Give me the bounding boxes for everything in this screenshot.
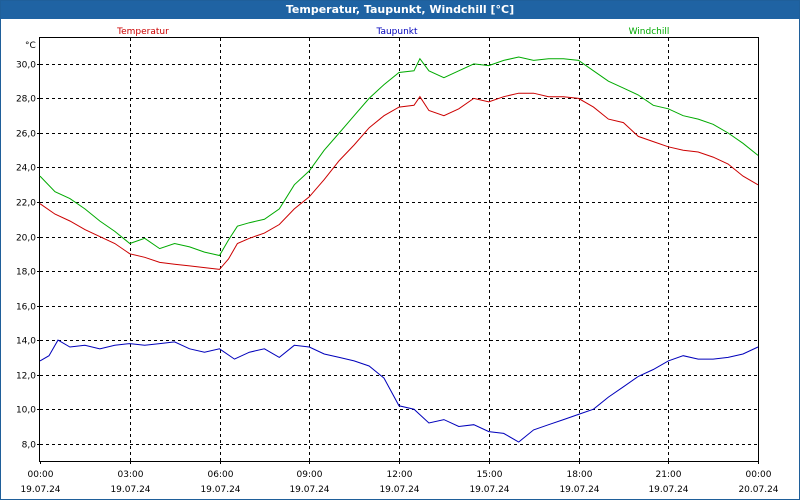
x-tick-date: 19.07.24 [379,485,419,495]
x-tick-date: 19.07.24 [20,485,60,495]
series-line-windchill [39,56,759,257]
x-tick-date: 19.07.24 [559,485,599,495]
y-tick-label: 20,0 [16,234,36,244]
legend-entry-windchill: Windchill [629,27,670,37]
x-tick-date: 19.07.24 [110,485,150,495]
y-tick-label: 16,0 [16,303,36,313]
x-tick-time: 21:00 [656,470,682,480]
y-tick-label: 12,0 [16,372,36,382]
y-tick-label: 18,0 [16,268,36,278]
x-tick-time: 12:00 [387,470,413,480]
legend-entry-taupunkt: Taupunkt [375,27,418,37]
y-tick-label: 30,0 [16,61,36,71]
x-tick-time: 15:00 [477,470,503,480]
x-tick-time: 00:00 [28,470,54,480]
x-tick-time: 03:00 [118,470,144,480]
y-tick-label: 10,0 [16,406,36,416]
x-tick-date: 19.07.24 [469,485,509,495]
chart-title: Temperatur, Taupunkt, Windchill [°C] [1,1,799,19]
legend-entry-temperatur: Temperatur [116,27,169,37]
y-axis-unit: °C [25,41,36,51]
y-tick-label: 24,0 [16,164,36,174]
y-tick-label: 22,0 [16,199,36,209]
x-axis-ticks: 00:00 19.07.24 03:00 19.07.24 06:00 19.07.24 0… [20,461,779,495]
series-line-temperatur [39,92,759,270]
x-tick-date: 19.07.24 [289,485,329,495]
y-tick-label: 28,0 [16,95,36,105]
x-tick-time: 09:00 [297,470,323,480]
series-lines [39,56,759,443]
grid [40,38,758,461]
y-tick-label: 14,0 [16,337,36,347]
x-tick-time: 06:00 [208,470,234,480]
x-tick-date: 19.07.24 [200,485,240,495]
x-tick-time: 00:00 [746,470,772,480]
x-tick-time: 18:00 [567,470,593,480]
series-line-taupunkt [39,339,759,443]
y-tick-label: 8,0 [22,441,37,451]
legend: Temperatur Taupunkt Windchill [116,27,669,37]
y-tick-label: 26,0 [16,130,36,140]
x-tick-date: 20.07.24 [738,485,778,495]
y-axis-ticks: 8,0 10,0 12,0 14,0 16,0 18,0 20,0 22,0 24,0 26,0 2… [16,61,40,451]
x-tick-date: 19.07.24 [648,485,688,495]
